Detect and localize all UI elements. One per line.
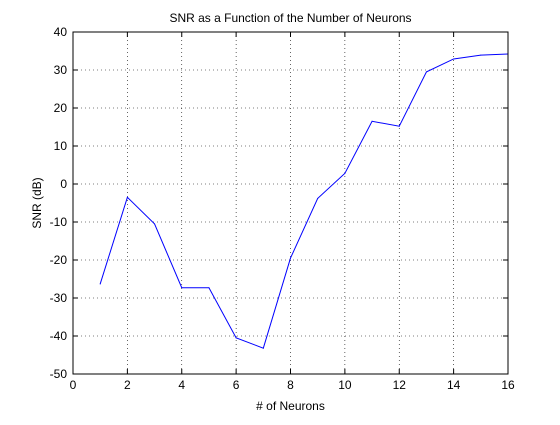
- series-line: [99, 53, 509, 349]
- x-axis-label: # of Neurons: [256, 399, 325, 413]
- data-point: [262, 347, 264, 349]
- x-tick-label: 0: [70, 378, 77, 392]
- x-tick-label: 12: [393, 378, 407, 392]
- data-point: [371, 120, 373, 122]
- data-point: [208, 287, 210, 289]
- axis-ticks: [72, 31, 509, 375]
- y-tick-label: -40: [50, 329, 68, 343]
- x-tick-label: 8: [287, 378, 294, 392]
- y-tick-label: 20: [54, 101, 68, 115]
- plot-area: [73, 32, 508, 374]
- y-tick-label: 40: [54, 25, 68, 39]
- y-tick-label: 30: [54, 63, 68, 77]
- data-point: [154, 223, 156, 225]
- y-tick-label: -50: [50, 367, 68, 381]
- y-tick-labels: -50 -40 -30 -20 -10 0 10 20 30 40: [50, 25, 68, 381]
- y-tick-label: 10: [54, 139, 68, 153]
- data-point: [344, 172, 346, 174]
- y-tick-label: 0: [60, 177, 67, 191]
- data-point: [99, 283, 101, 285]
- data-point: [453, 58, 455, 60]
- data-point: [181, 287, 183, 289]
- data-point: [398, 125, 400, 127]
- y-tick-label: -30: [50, 291, 68, 305]
- data-point: [480, 54, 482, 56]
- grid-lines: [73, 32, 508, 374]
- y-tick-label: -20: [50, 253, 68, 267]
- x-tick-labels: 0 2 4 6 8 10 12 14 16: [70, 378, 515, 392]
- x-tick-label: 4: [178, 378, 185, 392]
- data-point: [126, 196, 128, 198]
- y-axis-label: SNR (dB): [30, 177, 44, 228]
- x-tick-label: 16: [501, 378, 515, 392]
- data-point: [425, 71, 427, 73]
- x-tick-label: 2: [124, 378, 131, 392]
- data-point: [317, 197, 319, 199]
- x-tick-label: 6: [233, 378, 240, 392]
- data-point: [235, 337, 237, 339]
- chart-title: SNR as a Function of the Number of Neuro…: [169, 11, 411, 25]
- x-tick-label: 14: [447, 378, 461, 392]
- x-tick-label: 10: [338, 378, 352, 392]
- y-tick-label: -10: [50, 215, 68, 229]
- data-point: [290, 257, 291, 259]
